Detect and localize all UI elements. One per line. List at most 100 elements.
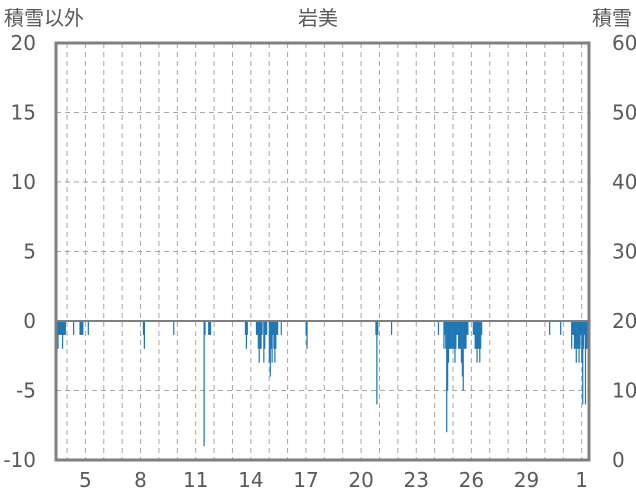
bar [245,321,247,349]
x-tick-label: 5 [79,468,92,492]
bar [269,321,271,377]
right-axis-title: 積雪 [592,6,632,30]
x-tick-label: 14 [238,468,263,492]
right-y-tick-label: 60 [612,31,636,55]
bar [466,321,468,335]
bar [260,321,262,349]
x-tick-label: 1 [575,468,588,492]
bar [584,321,587,405]
plot-border [54,41,591,462]
bar [580,321,582,335]
bar [265,321,267,335]
bar [458,321,460,349]
bar [59,321,61,335]
bar [377,321,379,335]
bar [478,321,480,349]
bar [581,321,583,363]
bar [257,321,259,349]
bar [209,321,211,335]
right-y-tick-label: 10 [612,379,636,403]
bar [306,321,308,349]
left-y-tick-label: 5 [23,240,36,264]
bar [64,321,66,335]
bar [204,321,206,335]
bar [455,321,457,349]
bar [63,321,66,335]
bar [449,321,451,349]
bar [475,321,477,349]
bar [443,321,445,349]
bar [203,321,205,447]
bar [268,321,270,363]
bar [578,321,580,363]
x-tick-label: 8 [134,468,147,492]
bar [73,321,75,335]
bar [58,321,60,335]
bar [271,321,273,363]
bar [575,321,577,363]
bar [280,321,282,335]
gridlines [56,43,589,460]
x-tick-label: 20 [348,468,373,492]
bar [549,321,551,335]
bar [450,321,452,349]
bar [263,321,265,363]
bar [272,321,274,335]
x-tick-label: 26 [459,468,484,492]
bar [142,321,145,335]
x-tick-label: 17 [293,468,318,492]
bar [467,321,469,335]
bar [452,321,454,349]
bar [445,321,447,349]
left-y-tick-label: 10 [11,170,36,194]
bar [305,321,307,335]
bar [583,321,585,349]
bar [464,321,466,349]
bar [461,321,463,377]
bar [465,321,467,349]
bar [586,321,588,349]
bar [463,321,465,349]
bar [261,321,263,335]
bar [481,321,483,335]
bar-series [57,321,589,447]
bar [560,321,562,335]
bar [270,321,272,349]
bar [208,321,210,335]
bar [80,321,82,335]
bar [61,321,63,335]
bar [256,321,259,335]
bar [375,321,377,335]
bar [60,321,62,335]
bar [477,321,479,349]
bar [583,321,586,335]
right-y-tick-label: 20 [612,309,636,333]
bar [476,321,478,363]
bar [579,321,581,349]
x-tick-label: 23 [404,468,429,492]
bar [244,321,247,335]
bar [571,321,574,335]
left-y-tick-label: 20 [11,31,36,55]
bar [376,321,378,405]
bar [276,321,278,335]
bar [473,321,475,335]
bar [255,321,258,335]
x-tick-label: 11 [183,468,208,492]
plot-frame [54,41,591,462]
right-y-tick-label: 50 [612,101,636,125]
bar [209,321,212,335]
bar [462,321,464,391]
bar [451,321,453,349]
bar [573,321,576,349]
bar [81,321,83,335]
bar [577,321,579,349]
bar [480,321,482,349]
bar [437,321,440,335]
bar [454,321,456,363]
bar [582,321,584,405]
bar [79,321,81,335]
bar [459,321,462,349]
bar [275,321,277,349]
